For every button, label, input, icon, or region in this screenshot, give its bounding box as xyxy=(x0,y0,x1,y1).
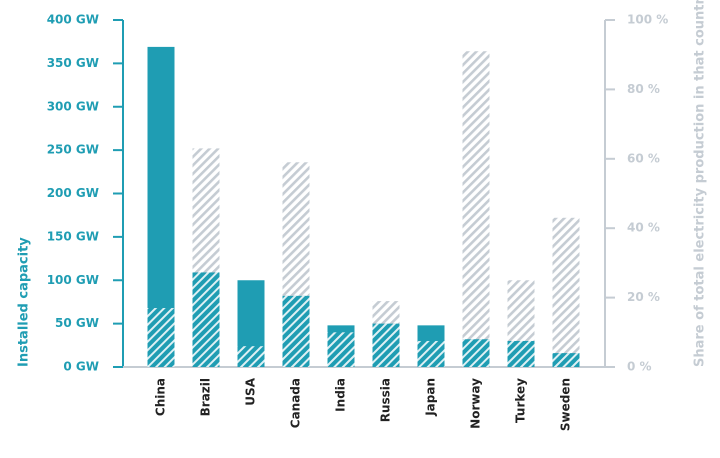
y-tick-label: 250 GW xyxy=(47,143,99,157)
share-overlap-hatch xyxy=(372,323,400,367)
y-tick-label: 350 GW xyxy=(47,56,99,70)
y2-tick-label: 20 % xyxy=(627,290,660,304)
y-tick-label: 400 GW xyxy=(47,13,99,27)
y2-tick-label: 40 % xyxy=(627,221,660,235)
share-bar xyxy=(462,51,490,367)
share-overlap-hatch xyxy=(192,272,220,367)
x-tick-label: Turkey xyxy=(514,378,528,423)
y-tick-label: 150 GW xyxy=(47,229,99,243)
y2-tick-label: 0 % xyxy=(627,360,652,374)
x-tick-label: Brazil xyxy=(199,378,213,416)
y-tick-label: 100 GW xyxy=(47,273,99,287)
share-overlap-hatch xyxy=(237,346,265,367)
y-tick-label: 0 GW xyxy=(63,360,99,374)
share-overlap-hatch xyxy=(327,332,355,367)
y2-tick-label: 80 % xyxy=(627,82,660,96)
share-bar xyxy=(552,217,580,367)
x-tick-label: Canada xyxy=(289,378,303,428)
y2-tick-label: 60 % xyxy=(627,151,660,165)
x-tick-label: China xyxy=(154,378,168,416)
share-overlap-hatch xyxy=(282,295,310,367)
y-axis-title: Installed capacity xyxy=(17,237,32,367)
share-overlap-hatch xyxy=(417,340,445,367)
y2-axis-title: Share of total electricity production in… xyxy=(693,0,708,367)
x-tick-label: Norway xyxy=(469,378,483,429)
share-overlap-hatch xyxy=(462,339,490,367)
y2-tick-label: 100 % xyxy=(627,13,668,27)
x-tick-label: Russia xyxy=(379,378,393,422)
x-tick-label: Japan xyxy=(424,378,438,417)
share-overlap-hatch xyxy=(147,308,175,367)
x-tick-label: USA xyxy=(244,377,258,405)
y-tick-label: 200 GW xyxy=(47,186,99,200)
share-overlap-hatch xyxy=(552,353,580,367)
y-tick-label: 50 GW xyxy=(55,316,99,330)
x-tick-label: India xyxy=(334,378,348,412)
x-tick-label: Sweden xyxy=(559,378,573,431)
y-tick-label: 300 GW xyxy=(47,99,99,113)
share-overlap-hatch xyxy=(507,340,535,367)
